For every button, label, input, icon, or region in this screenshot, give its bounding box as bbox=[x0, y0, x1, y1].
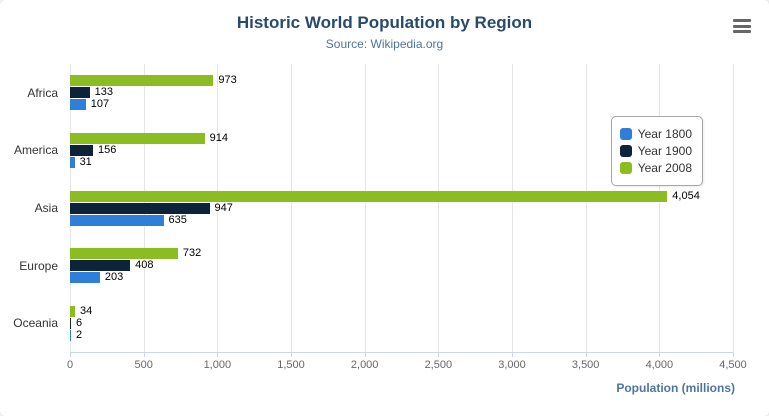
axis-tick-mark bbox=[585, 352, 587, 357]
x-tick-label: 4,500 bbox=[719, 359, 747, 371]
x-tick-label: 500 bbox=[134, 359, 153, 371]
bar-africa-year-2008[interactable] bbox=[70, 75, 214, 87]
legend-label: Year 1900 bbox=[637, 144, 692, 158]
x-tick-label: 2,500 bbox=[424, 359, 453, 371]
legend-swatch-icon bbox=[619, 128, 632, 140]
bar-value-label: 947 bbox=[214, 201, 233, 214]
bar-asia-year-1800[interactable] bbox=[70, 214, 164, 226]
bar-value-label: 408 bbox=[135, 259, 154, 272]
x-tick-label: 0 bbox=[66, 359, 74, 371]
bar-africa-year-1900[interactable] bbox=[70, 87, 90, 99]
x-tick-label: 2,000 bbox=[350, 359, 379, 371]
legend-item-year-1800[interactable]: Year 1800 bbox=[619, 127, 692, 141]
legend-swatch-icon bbox=[619, 145, 632, 157]
bar-value-label: 203 bbox=[104, 271, 124, 284]
axis-tick-mark bbox=[217, 352, 219, 357]
x-tick-label: 3,500 bbox=[571, 359, 600, 371]
bar-europe-year-2008[interactable] bbox=[70, 248, 178, 260]
grid-line bbox=[217, 64, 219, 352]
grid-line bbox=[364, 64, 366, 352]
x-tick-label: 4,000 bbox=[645, 359, 674, 371]
bar-europe-year-1900[interactable] bbox=[70, 260, 131, 272]
bar-america-year-2008[interactable] bbox=[70, 132, 205, 144]
axis-tick-mark bbox=[733, 352, 734, 357]
x-tick-label: 3,000 bbox=[498, 359, 526, 371]
category-label: America bbox=[13, 143, 58, 158]
grid-line bbox=[291, 64, 292, 352]
axis-tick-mark bbox=[438, 352, 440, 357]
category-label: Asia bbox=[34, 201, 58, 215]
bar-value-label: 2 bbox=[76, 328, 83, 341]
bar-value-label: 133 bbox=[94, 86, 113, 99]
bar-asia-year-1900[interactable] bbox=[70, 202, 210, 214]
bar-america-year-1900[interactable] bbox=[70, 144, 93, 156]
hamburger-menu-icon[interactable] bbox=[731, 17, 753, 35]
bar-value-label: 31 bbox=[79, 155, 92, 168]
bar-value-label: 973 bbox=[218, 74, 237, 87]
axis-tick-mark bbox=[364, 352, 366, 357]
category-label: Oceania bbox=[13, 316, 58, 331]
legend-item-year-1900[interactable]: Year 1900 bbox=[619, 144, 692, 158]
bar-africa-year-1800[interactable] bbox=[70, 99, 86, 111]
category-label: Europe bbox=[19, 258, 58, 273]
chart-title: Historic World Population by Region bbox=[236, 13, 533, 32]
axis-tick-mark bbox=[143, 352, 145, 357]
x-tick-label: 1,500 bbox=[277, 359, 305, 371]
bar-asia-year-2008[interactable] bbox=[70, 190, 668, 202]
legend-label: Year 1800 bbox=[637, 127, 692, 141]
axis-tick-mark bbox=[659, 352, 661, 357]
bar-value-label: 914 bbox=[209, 131, 229, 144]
grid-line bbox=[659, 64, 661, 352]
axis-tick-mark bbox=[70, 352, 71, 357]
bar-value-label: 732 bbox=[182, 247, 202, 260]
chart-subtitle: Source: Wikipedia.org bbox=[325, 37, 444, 51]
x-tick-label: 1,000 bbox=[203, 359, 232, 371]
legend: Year 1800 Year 1900 Year 2008 bbox=[610, 116, 703, 186]
grid-line bbox=[438, 64, 440, 352]
grid-line bbox=[512, 64, 513, 352]
axis-tick-mark bbox=[512, 352, 513, 357]
plot-area: 973 133 107 914 156 31 4,054 947 635 732 408 203 34 6… bbox=[70, 64, 734, 357]
legend-item-year-2008[interactable]: Year 2008 bbox=[619, 161, 692, 175]
bar-oceania-year-1900[interactable] bbox=[70, 317, 71, 329]
grid-line bbox=[733, 64, 734, 352]
x-axis-labels: 0 500 1,000 1,500 2,000 2,500 3,000 3,500 4,000 4… bbox=[66, 359, 747, 373]
bar-value-label: 34 bbox=[80, 304, 93, 317]
bar-america-year-1800[interactable] bbox=[70, 156, 75, 168]
bar-value-label: 635 bbox=[168, 213, 187, 226]
category-label: Africa bbox=[27, 85, 58, 100]
legend-swatch-icon bbox=[619, 162, 632, 174]
axis-tick-mark bbox=[291, 352, 292, 357]
bar-oceania-year-2008[interactable] bbox=[70, 305, 75, 317]
y-axis-labels: Africa America Asia Europe Oceania bbox=[0, 64, 64, 352]
grid-line bbox=[585, 64, 587, 352]
bar-europe-year-1800[interactable] bbox=[70, 272, 100, 284]
x-axis-title: Population (millions) bbox=[616, 381, 735, 395]
bar-value-label: 156 bbox=[97, 143, 117, 156]
bar-value-label: 107 bbox=[90, 98, 110, 111]
bar-value-label: 4,054 bbox=[672, 189, 700, 202]
bar-value-label: 6 bbox=[76, 316, 83, 329]
bar-oceania-year-1800[interactable] bbox=[70, 329, 71, 341]
legend-label: Year 2008 bbox=[637, 161, 692, 175]
